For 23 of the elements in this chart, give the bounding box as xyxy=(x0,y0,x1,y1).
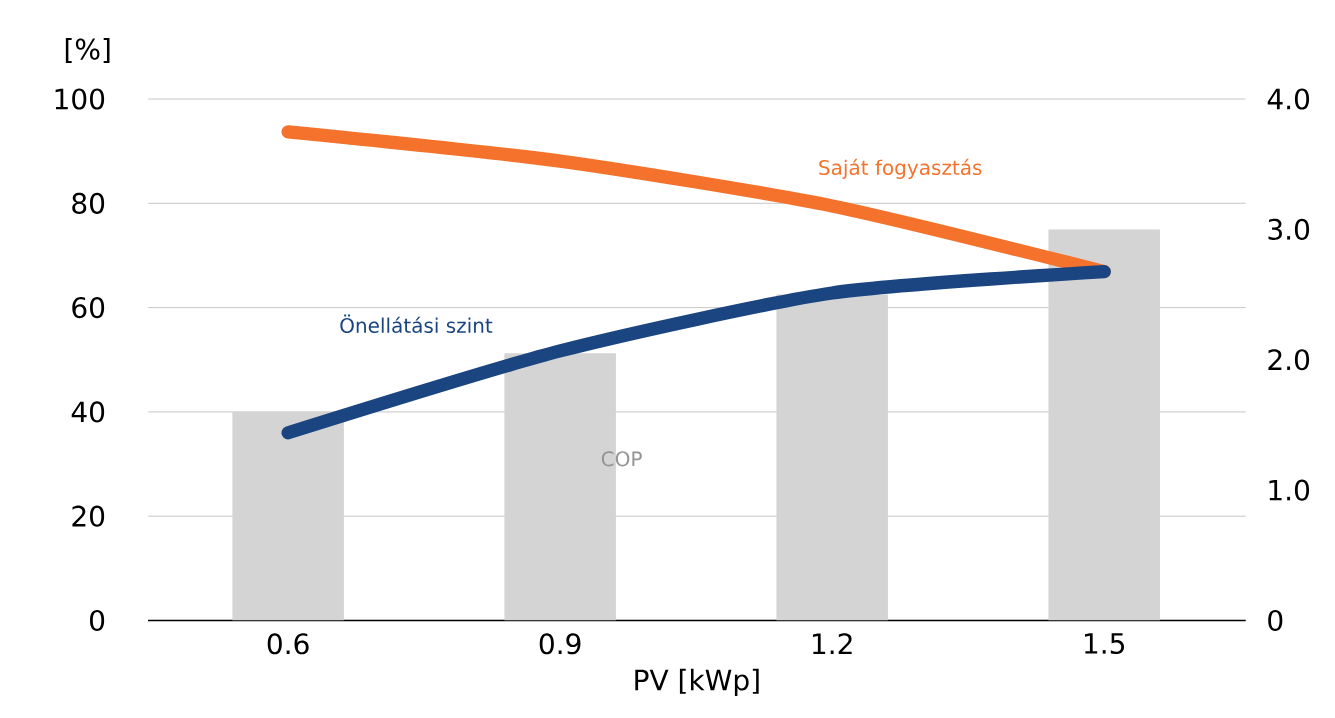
y-tick-label: 20 xyxy=(72,505,105,528)
series-label: Önellátási szint xyxy=(340,314,493,334)
y-tick-label: 60 xyxy=(72,297,105,319)
series-label: Saját fogyasztás xyxy=(819,159,982,180)
series-label: COP xyxy=(601,451,642,467)
x-tick-label: 0.6 xyxy=(267,633,309,655)
y-tick-label: 80 xyxy=(72,192,105,215)
y-axis-title: [%] xyxy=(65,38,110,64)
bar xyxy=(232,412,344,621)
y2-tick-label: 4.0 xyxy=(1267,88,1310,110)
y2-tick-label: 1.0 xyxy=(1269,479,1310,501)
y2-tick-label: 3.0 xyxy=(1268,219,1310,241)
x-tick-label: 1.2 xyxy=(812,633,852,655)
y-tick-label: 100 xyxy=(55,88,105,110)
y2-tick-label: 2.0 xyxy=(1268,349,1310,371)
x-tick-label: 1.5 xyxy=(1085,633,1125,655)
y-tick-label: 40 xyxy=(71,401,105,423)
y-tick-label: 0 xyxy=(90,610,105,632)
x-axis-title: PV [kWp] xyxy=(635,669,759,697)
y2-tick-label: 0 xyxy=(1268,610,1283,632)
bar xyxy=(1048,229,1160,621)
bar xyxy=(776,294,888,621)
x-tick-label: 0.9 xyxy=(539,633,581,655)
